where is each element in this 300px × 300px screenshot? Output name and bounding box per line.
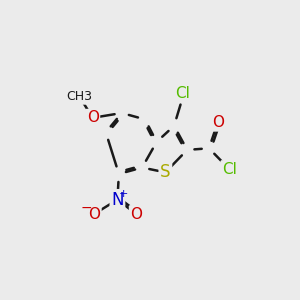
Text: −: − (80, 201, 92, 215)
Text: O: O (88, 207, 100, 222)
Text: Cl: Cl (222, 162, 237, 177)
Text: CH3: CH3 (67, 91, 93, 103)
Text: S: S (160, 164, 171, 181)
Text: Cl: Cl (222, 162, 237, 177)
Text: O: O (212, 115, 224, 130)
Text: O: O (87, 110, 99, 125)
Text: O: O (130, 207, 142, 222)
Text: N: N (111, 190, 124, 208)
Text: N: N (111, 190, 124, 208)
Text: Cl: Cl (176, 86, 190, 101)
Text: O: O (88, 207, 100, 222)
Text: S: S (160, 164, 171, 181)
Text: O: O (87, 110, 99, 125)
Text: O: O (130, 207, 142, 222)
Text: Cl: Cl (176, 86, 190, 101)
Text: O: O (212, 115, 224, 130)
Text: +: + (119, 189, 128, 199)
Text: CH3: CH3 (67, 91, 93, 103)
